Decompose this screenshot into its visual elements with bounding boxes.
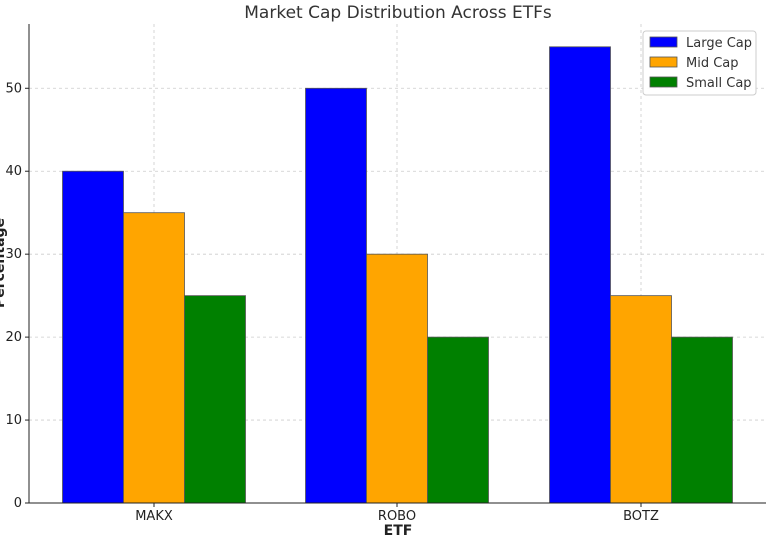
- x-tick-label: MAKX: [135, 509, 173, 524]
- bars: [62, 46, 733, 504]
- x-axis-label: ETF: [384, 523, 413, 539]
- legend-label: Small Cap: [686, 76, 752, 91]
- bar-mid-cap-robo: [366, 253, 428, 504]
- x-tick-label: ROBO: [378, 509, 416, 524]
- y-tick-label: 50: [5, 81, 22, 96]
- y-tick-label: 10: [5, 413, 22, 428]
- bar-large-cap-makx: [62, 170, 124, 504]
- legend-swatch: [649, 56, 678, 68]
- legend-label: Mid Cap: [686, 56, 739, 71]
- bar-small-cap-botz: [671, 336, 733, 504]
- y-ticks: 0 10 20 30 40 50: [5, 81, 29, 511]
- y-axis-label: Percentage: [0, 218, 8, 308]
- legend-label: Large Cap: [686, 36, 752, 51]
- bar-mid-cap-botz: [610, 295, 672, 504]
- legend-swatch: [649, 36, 678, 48]
- y-tick-label: 20: [5, 330, 22, 345]
- chart-title: Market Cap Distribution Across ETFs: [244, 3, 552, 23]
- y-tick-label: 40: [5, 164, 22, 179]
- y-tick-label: 0: [14, 496, 22, 511]
- bar-large-cap-botz: [549, 46, 611, 504]
- bar-small-cap-makx: [184, 295, 246, 504]
- bar-small-cap-robo: [427, 336, 489, 504]
- x-ticks: MAKX ROBO BOTZ: [135, 503, 659, 524]
- legend: Large Cap Mid Cap Small Cap: [642, 30, 757, 96]
- legend-swatch: [649, 76, 678, 88]
- x-tick-label: BOTZ: [623, 509, 659, 524]
- y-tick-label: 30: [5, 247, 22, 262]
- bar-large-cap-robo: [305, 87, 367, 504]
- bar-mid-cap-makx: [123, 212, 185, 504]
